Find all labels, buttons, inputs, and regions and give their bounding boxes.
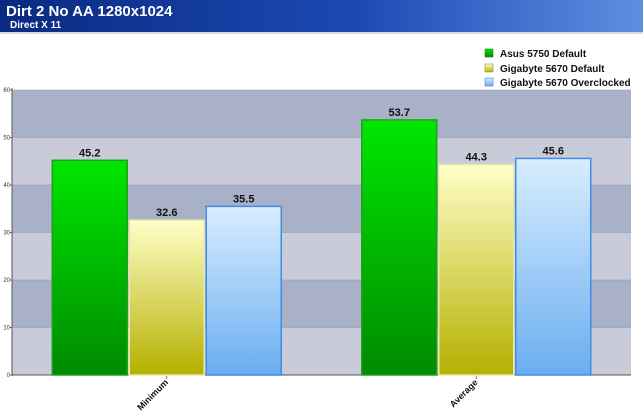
chart-subtitle: Direct X 11 (10, 20, 62, 31)
bar-asus-5750-default-minimum (51, 159, 128, 376)
x-tick-label-minimum: Minimum (135, 377, 170, 412)
chart-title: Dirt 2 No AA 1280x1024 (6, 3, 173, 20)
grid-band (12, 90, 631, 138)
legend-swatch-asus-5750-default (484, 48, 494, 58)
y-tick-label: 20 (3, 278, 10, 284)
y-tick-label: 50 (3, 136, 10, 142)
bar-gigabyte-5670-default-average (438, 163, 515, 376)
header-divider (0, 32, 643, 34)
bars (51, 119, 592, 376)
data-label-asus-5750-default-minimum: 45.2 (79, 147, 100, 159)
legend-label-asus-5750-default: Asus 5750 Default (500, 49, 587, 60)
data-label-gigabyte-5670-default-minimum: 32.6 (156, 207, 177, 219)
y-tick-label: 30 (3, 231, 10, 237)
legend-swatch-gigabyte-5670-default (484, 63, 494, 73)
legend: Asus 5750 Default Gigabyte 5670 Default … (484, 48, 631, 89)
y-tick-labels: 0 10 20 30 40 50 60 (3, 88, 12, 379)
legend-label-gigabyte-5670-default: Gigabyte 5670 Default (500, 64, 605, 75)
legend-label-gigabyte-5670-overclocked: Gigabyte 5670 Overclocked (500, 78, 631, 89)
x-tick-labels: Minimum Average (135, 375, 480, 412)
data-label-asus-5750-default-average: 53.7 (389, 107, 410, 119)
y-tick-label: 10 (3, 326, 10, 332)
bar-gigabyte-5670-default-minimum (128, 219, 205, 376)
bar-asus-5750-default-average (361, 119, 438, 376)
y-tick-label: 60 (3, 88, 10, 94)
bar-gigabyte-5670-overclocked-minimum (205, 205, 282, 376)
x-tick-label-average: Average (448, 377, 480, 409)
data-label-gigabyte-5670-default-average: 44.3 (466, 152, 487, 164)
data-label-gigabyte-5670-overclocked-average: 45.6 (543, 145, 564, 157)
header-bar (0, 0, 643, 32)
data-labels: 45.2 32.6 35.5 53.7 44.3 45.6 (79, 107, 564, 219)
legend-swatch-gigabyte-5670-overclocked (484, 77, 494, 87)
data-label-gigabyte-5670-overclocked-minimum: 35.5 (233, 193, 254, 205)
bar-gigabyte-5670-overclocked-average (515, 157, 592, 376)
y-tick-label: 40 (3, 183, 10, 189)
y-tick-label: 0 (7, 373, 11, 379)
